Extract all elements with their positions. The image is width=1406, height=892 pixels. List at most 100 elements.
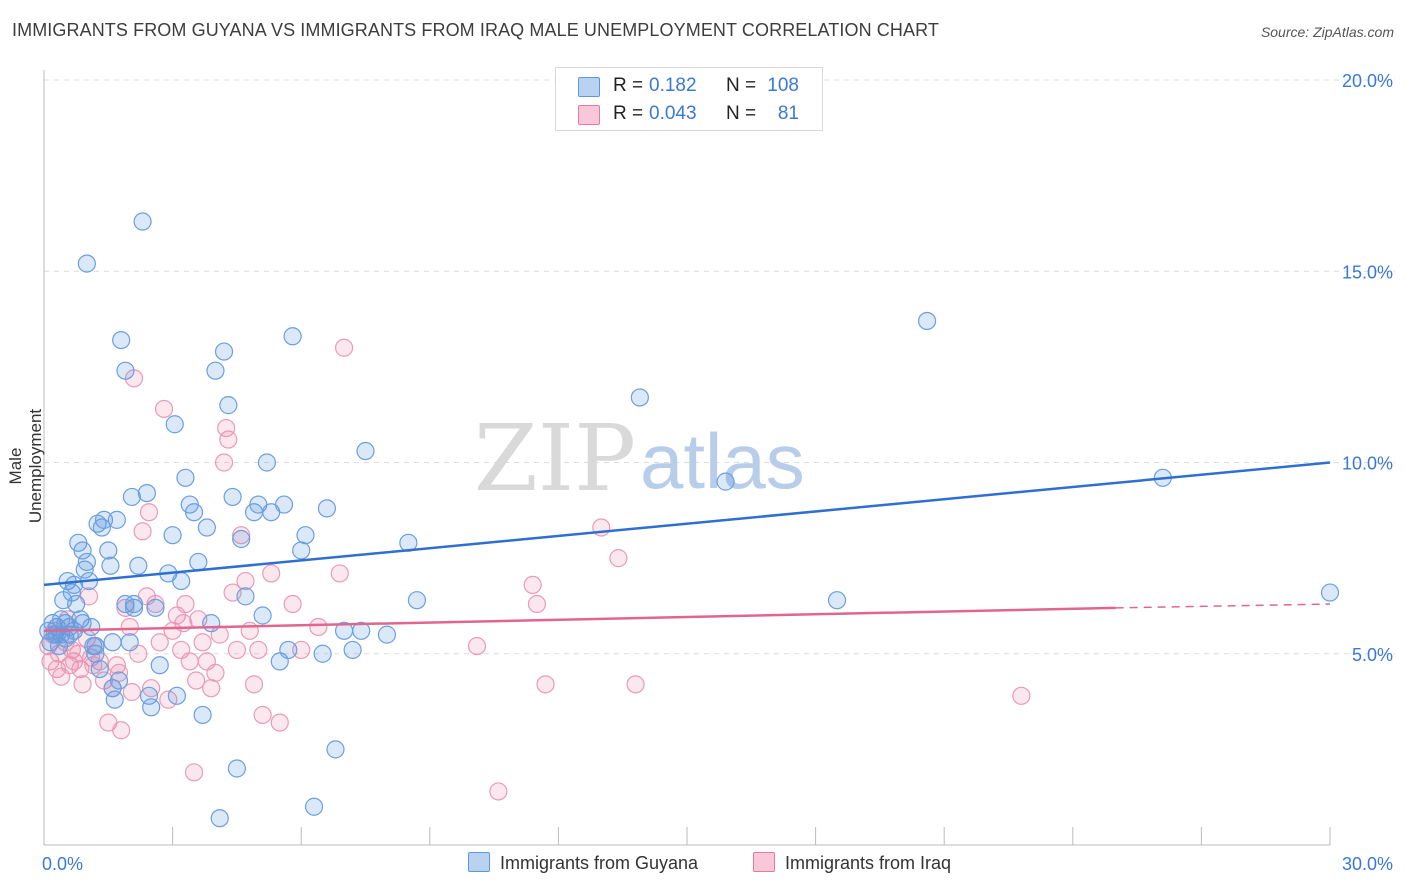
point-iraq — [73, 675, 92, 694]
series-guyana-points — [39, 212, 1340, 828]
point-iraq — [214, 453, 234, 472]
point-guyana — [112, 331, 131, 350]
y-tick-label: 15.0% — [1342, 262, 1393, 282]
point-guyana — [343, 640, 362, 660]
point-iraq — [120, 617, 139, 637]
point-guyana — [827, 591, 847, 610]
point-guyana — [193, 705, 212, 725]
watermark-zip: ZIP — [474, 405, 636, 512]
point-iraq — [262, 564, 281, 583]
point-guyana — [219, 396, 238, 415]
point-guyana — [122, 487, 141, 507]
point-iraq — [202, 679, 221, 698]
point-iraq — [184, 763, 204, 782]
point-iraq — [146, 594, 165, 614]
point-guyana — [210, 809, 229, 828]
point-guyana — [165, 415, 184, 434]
chart-title: IMMIGRANTS FROM GUYANA VS IMMIGRANTS FRO… — [12, 20, 939, 40]
point-guyana — [313, 644, 332, 663]
point-guyana — [86, 636, 105, 656]
point-guyana — [377, 625, 397, 644]
point-iraq — [467, 636, 487, 656]
point-guyana — [163, 526, 182, 545]
point-iraq — [206, 663, 225, 682]
watermark: ZIP atlas — [474, 405, 805, 512]
point-iraq — [330, 564, 349, 583]
bottom-legend-swatch-iraq — [753, 852, 775, 872]
y-axis-label: Male Unemployment — [6, 408, 45, 524]
legend-swatch-guyana — [578, 77, 600, 97]
point-guyana — [1320, 583, 1340, 602]
point-guyana — [109, 671, 129, 690]
point-iraq — [193, 633, 212, 652]
point-guyana — [296, 526, 315, 545]
point-guyana — [317, 499, 337, 518]
point-iraq — [236, 571, 255, 591]
point-iraq — [154, 399, 174, 419]
point-iraq — [253, 705, 272, 725]
point-iraq — [176, 594, 195, 614]
legend-row-guyana: R = 0.182 N = 108 — [556, 73, 822, 101]
point-guyana — [90, 659, 109, 679]
point-guyana — [176, 468, 195, 487]
point-guyana — [716, 472, 735, 491]
point-guyana — [52, 610, 71, 629]
point-iraq — [270, 713, 289, 732]
axes — [43, 70, 1331, 846]
trend-lines — [43, 461, 1331, 633]
point-guyana — [120, 633, 139, 652]
point-guyana — [236, 587, 255, 606]
point-guyana — [223, 487, 242, 507]
point-iraq — [232, 526, 251, 545]
point-guyana — [116, 361, 135, 380]
point-guyana — [283, 327, 302, 346]
point-iraq — [309, 617, 328, 637]
point-iraq — [122, 682, 141, 702]
point-guyana — [150, 656, 169, 675]
point-guyana — [73, 541, 92, 560]
point-iraq — [527, 594, 547, 614]
point-guyana — [107, 510, 126, 529]
point-guyana — [253, 606, 272, 625]
point-guyana — [146, 598, 165, 617]
point-guyana — [64, 575, 84, 595]
point-iraq — [112, 721, 131, 740]
point-guyana — [304, 797, 324, 816]
point-iraq — [150, 633, 169, 652]
point-iraq — [626, 675, 645, 694]
correlation-legend: R = 0.182 N = 108 R = 0.043 N = 81 — [555, 67, 823, 131]
point-guyana — [184, 503, 204, 522]
point-guyana — [103, 633, 122, 652]
point-guyana — [279, 640, 298, 660]
trend-line-iraq-extension — [1115, 603, 1331, 609]
point-guyana — [227, 759, 246, 778]
point-guyana — [101, 556, 120, 575]
x-tick-label: 0.0% — [42, 854, 83, 874]
point-guyana — [67, 594, 86, 614]
legend-swatch-iraq — [578, 105, 600, 125]
point-iraq — [523, 575, 542, 595]
point-guyana — [124, 594, 144, 614]
point-iraq — [244, 675, 264, 694]
point-guyana — [77, 254, 96, 273]
point-iraq — [187, 671, 206, 690]
point-guyana — [197, 518, 216, 537]
legend-n-label: N = — [726, 103, 757, 124]
legend-r-label: R = — [613, 103, 644, 124]
point-guyana — [99, 541, 118, 560]
legend-n-label: N = — [726, 75, 757, 96]
watermark-atlas: atlas — [640, 417, 805, 505]
point-guyana — [82, 617, 101, 637]
legend-r-value: 0.043 — [649, 103, 697, 124]
legend-row-iraq: R = 0.043 N = 81 — [556, 101, 822, 129]
point-iraq — [536, 675, 555, 694]
trend-line-guyana — [43, 461, 1331, 587]
point-iraq — [227, 640, 246, 660]
point-iraq — [292, 640, 311, 660]
point-guyana — [77, 552, 96, 572]
point-guyana — [105, 690, 124, 709]
point-guyana — [202, 614, 221, 633]
y-tick-label: 10.0% — [1342, 454, 1393, 474]
point-iraq — [180, 652, 199, 671]
